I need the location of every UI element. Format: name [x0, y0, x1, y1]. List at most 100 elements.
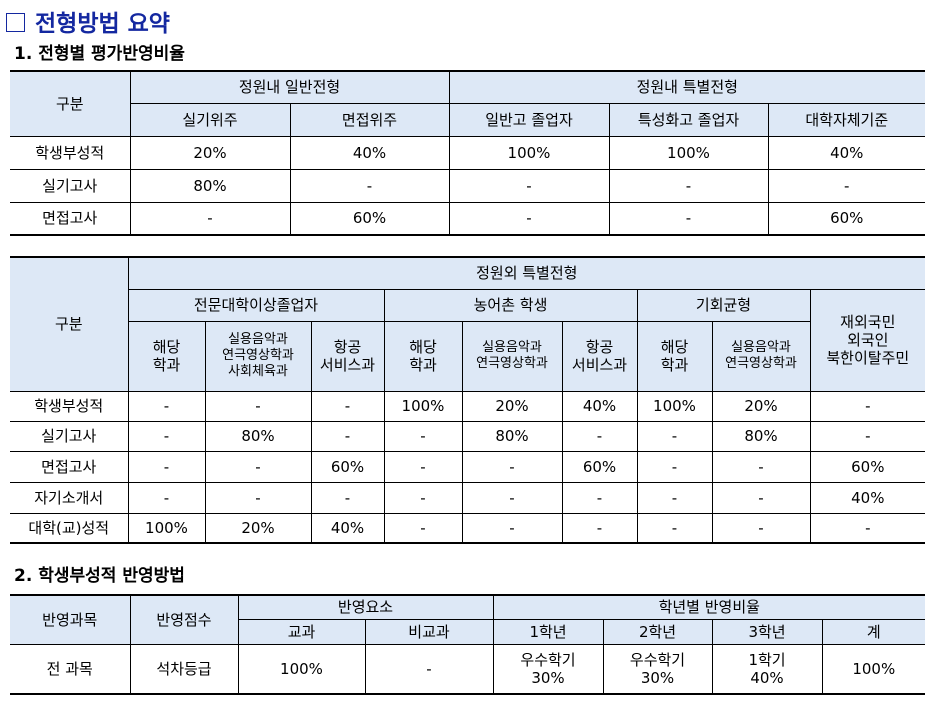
header-gubun: 구분	[10, 70, 131, 137]
cell-value: -	[127, 420, 206, 452]
table-row: 전 과목 석차등급 100% - 우수학기 30% 우수학기 30% 1학기 4…	[10, 643, 926, 695]
header-subject: 반영과목	[10, 594, 131, 645]
cell-value: 40%	[767, 135, 926, 170]
evaluation-ratio-table-1: 구분 정원내 일반전형 정원내 특별전형 실기위주 면접위주 일반고 졸업자 특…	[10, 70, 926, 236]
cell-value: -	[711, 512, 811, 544]
cell-value: 40%	[310, 512, 385, 544]
cell-value: -	[383, 450, 463, 483]
cell-value: -	[636, 481, 713, 514]
cell-value: -	[608, 201, 769, 236]
cell-value: -	[204, 481, 312, 514]
col-header-music-theater: 실용음악과 연극영상학과	[461, 320, 563, 392]
cell-value: 80%	[129, 168, 291, 203]
cell-value: -	[204, 450, 312, 483]
cell-value: 80%	[711, 420, 811, 452]
col-header: 비교과	[364, 618, 494, 645]
table-row: 학생부성적 20% 40% 100% 100% 40%	[10, 135, 926, 170]
col-header: 대학자체기준	[767, 102, 926, 137]
cell-value: -	[809, 390, 926, 422]
cell-value: -	[809, 512, 926, 544]
cell-value: -	[204, 390, 312, 422]
col-header: 3학년	[711, 618, 823, 645]
cell-value: -	[129, 201, 291, 236]
cell-value: -	[448, 168, 610, 203]
cell-value: 60%	[289, 201, 450, 236]
cell-value: 100%	[383, 390, 463, 422]
cell-value: -	[461, 512, 563, 544]
cell-value: -	[310, 390, 385, 422]
cell-year1: 우수학기 30%	[492, 643, 604, 695]
col-header: 계	[821, 618, 926, 645]
header-overseas-foreign-defector: 재외국민 외국인 북한이탈주민	[809, 288, 926, 392]
cell-value: -	[767, 168, 926, 203]
cell-value: -	[636, 512, 713, 544]
col-header-music-theater-sports: 실용음악과 연극영상학과 사회체육과	[204, 320, 312, 392]
col-header: 1학년	[492, 618, 604, 645]
header-special-admission: 정원내 특별전형	[448, 70, 926, 104]
evaluation-ratio-table-2: 구분 정원외 특별전형 전문대학이상졸업자 농어촌 학생 기회균형 재외국민 외…	[10, 256, 926, 544]
row-label: 학생부성적	[10, 135, 131, 170]
cell-value: -	[636, 450, 713, 483]
cell-value: 60%	[561, 450, 638, 483]
cell-value: -	[809, 420, 926, 452]
cell-value: 40%	[561, 390, 638, 422]
cell-value: -	[448, 201, 610, 236]
cell-value: -	[127, 481, 206, 514]
col-header-relevant-dept: 해당 학과	[383, 320, 463, 392]
page-title: 전형방법 요약	[6, 4, 170, 38]
school-record-method-table: 반영과목 반영점수 반영요소 학년별 반영비율 교과 비교과 1학년 2학년 3…	[10, 594, 926, 695]
cell-value: 40%	[289, 135, 450, 170]
header-elements: 반영요소	[237, 594, 494, 620]
cell-value: 60%	[809, 450, 926, 483]
table-row: 자기소개서 - - - - - - - - 40%	[10, 481, 926, 514]
cell-score: 석차등급	[129, 643, 239, 695]
cell-value: 100%	[127, 512, 206, 544]
cell-value: -	[461, 481, 563, 514]
col-header-relevant-dept: 해당 학과	[127, 320, 206, 392]
cell-value: -	[711, 481, 811, 514]
col-header: 교과	[237, 618, 366, 645]
cell-subject: 전 과목	[10, 643, 131, 695]
col-header-aviation-service: 항공 서비스과	[561, 320, 638, 392]
cell-value: 60%	[310, 450, 385, 483]
row-label: 실기고사	[10, 168, 131, 203]
cell-value: 20%	[129, 135, 291, 170]
header-outside-special-admission: 정원외 특별전형	[127, 256, 926, 290]
cell-value: -	[711, 450, 811, 483]
cell-value: -	[127, 450, 206, 483]
cell-value: -	[383, 420, 463, 452]
cell-value: 80%	[461, 420, 563, 452]
cell-year2: 우수학기 30%	[602, 643, 713, 695]
header-year-ratio: 학년별 반영비율	[492, 594, 926, 620]
col-header: 면접위주	[289, 102, 450, 137]
cell-value: 80%	[204, 420, 312, 452]
cell-bigyogwa: -	[364, 643, 494, 695]
table-row: 학생부성적 - - - 100% 20% 40% 100% 20% -	[10, 390, 926, 422]
table-row: 실기고사 80% - - - -	[10, 168, 926, 203]
table-row: 면접고사 - - 60% - - 60% - - 60%	[10, 450, 926, 483]
col-header: 2학년	[602, 618, 713, 645]
row-label: 학생부성적	[10, 390, 129, 422]
header-college-graduates: 전문대학이상졸업자	[127, 288, 385, 322]
cell-value: -	[383, 481, 463, 514]
col-header: 일반고 졸업자	[448, 102, 610, 137]
header-equal-opportunity: 기회균형	[636, 288, 811, 322]
col-header: 실기위주	[129, 102, 291, 137]
col-header-relevant-dept: 해당 학과	[636, 320, 713, 392]
cell-value: -	[310, 481, 385, 514]
cell-value: 20%	[711, 390, 811, 422]
cell-value: -	[561, 420, 638, 452]
cell-value: -	[636, 420, 713, 452]
header-general-admission: 정원내 일반전형	[129, 70, 450, 104]
cell-value: 100%	[448, 135, 610, 170]
header-gubun: 구분	[10, 256, 129, 392]
row-label: 대학(교)성적	[10, 512, 129, 544]
table-row: 실기고사 - 80% - - 80% - - 80% -	[10, 420, 926, 452]
cell-value: 20%	[204, 512, 312, 544]
header-score: 반영점수	[129, 594, 239, 645]
cell-value: 60%	[767, 201, 926, 236]
cell-total: 100%	[821, 643, 926, 695]
cell-value: -	[561, 481, 638, 514]
cell-value: -	[561, 512, 638, 544]
row-label: 면접고사	[10, 201, 131, 236]
